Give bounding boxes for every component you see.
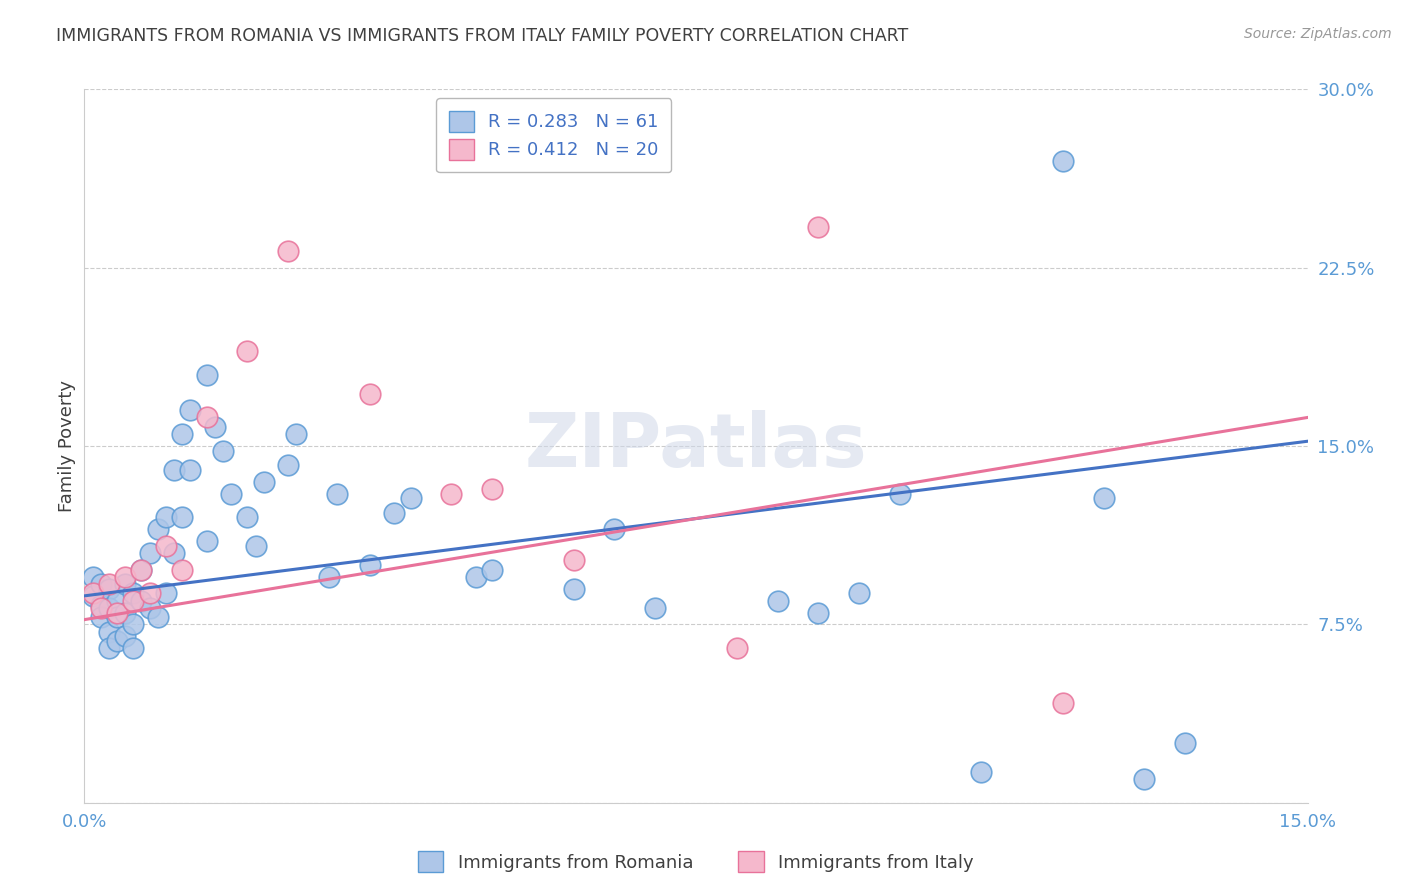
Point	[105, 606, 128, 620]
Point	[155, 539, 177, 553]
Point	[163, 546, 186, 560]
Point	[105, 610, 128, 624]
Point	[131, 593, 153, 607]
Text: ZIPatlas: ZIPatlas	[524, 409, 868, 483]
Point	[277, 458, 299, 472]
Point	[359, 558, 381, 572]
Point	[122, 593, 145, 607]
Point	[90, 610, 112, 624]
Point	[179, 403, 201, 417]
Point	[399, 491, 422, 506]
Point	[807, 220, 830, 235]
Point	[253, 475, 276, 489]
Point	[382, 506, 405, 520]
Point	[195, 368, 218, 382]
Point	[464, 570, 486, 584]
Point	[138, 546, 160, 560]
Point	[440, 486, 463, 500]
Point	[277, 244, 299, 258]
Y-axis label: Family Poverty: Family Poverty	[58, 380, 76, 512]
Point	[114, 606, 136, 620]
Point	[481, 482, 503, 496]
Point	[97, 624, 120, 639]
Point	[82, 589, 104, 603]
Point	[1052, 153, 1074, 168]
Point	[285, 427, 308, 442]
Point	[97, 600, 120, 615]
Point	[105, 593, 128, 607]
Point	[195, 410, 218, 425]
Point	[562, 553, 585, 567]
Point	[807, 606, 830, 620]
Point	[603, 522, 626, 536]
Point	[114, 629, 136, 643]
Point	[318, 570, 340, 584]
Point	[122, 617, 145, 632]
Point	[122, 586, 145, 600]
Point	[1052, 696, 1074, 710]
Point	[97, 577, 120, 591]
Point	[725, 641, 748, 656]
Point	[155, 510, 177, 524]
Text: Source: ZipAtlas.com: Source: ZipAtlas.com	[1244, 27, 1392, 41]
Point	[82, 570, 104, 584]
Point	[138, 586, 160, 600]
Point	[122, 641, 145, 656]
Point	[146, 522, 169, 536]
Point	[359, 386, 381, 401]
Point	[172, 563, 194, 577]
Point	[155, 586, 177, 600]
Point	[90, 600, 112, 615]
Point	[766, 593, 789, 607]
Point	[146, 610, 169, 624]
Point	[90, 599, 112, 613]
Point	[1133, 772, 1156, 786]
Point	[644, 600, 666, 615]
Point	[219, 486, 242, 500]
Point	[970, 764, 993, 779]
Point	[163, 463, 186, 477]
Point	[114, 570, 136, 584]
Point	[212, 443, 235, 458]
Point	[172, 510, 194, 524]
Point	[562, 582, 585, 596]
Point	[236, 343, 259, 358]
Point	[481, 563, 503, 577]
Point	[1092, 491, 1115, 506]
Point	[204, 420, 226, 434]
Point	[97, 641, 120, 656]
Text: IMMIGRANTS FROM ROMANIA VS IMMIGRANTS FROM ITALY FAMILY POVERTY CORRELATION CHAR: IMMIGRANTS FROM ROMANIA VS IMMIGRANTS FR…	[56, 27, 908, 45]
Point	[245, 539, 267, 553]
Point	[236, 510, 259, 524]
Point	[105, 634, 128, 648]
Point	[131, 563, 153, 577]
Legend: Immigrants from Romania, Immigrants from Italy: Immigrants from Romania, Immigrants from…	[411, 844, 981, 880]
Point	[172, 427, 194, 442]
Point	[97, 582, 120, 596]
Point	[114, 577, 136, 591]
Point	[889, 486, 911, 500]
Point	[90, 577, 112, 591]
Point	[179, 463, 201, 477]
Point	[1174, 736, 1197, 750]
Point	[326, 486, 349, 500]
Point	[848, 586, 870, 600]
Point	[138, 600, 160, 615]
Point	[195, 534, 218, 549]
Point	[131, 563, 153, 577]
Point	[82, 586, 104, 600]
